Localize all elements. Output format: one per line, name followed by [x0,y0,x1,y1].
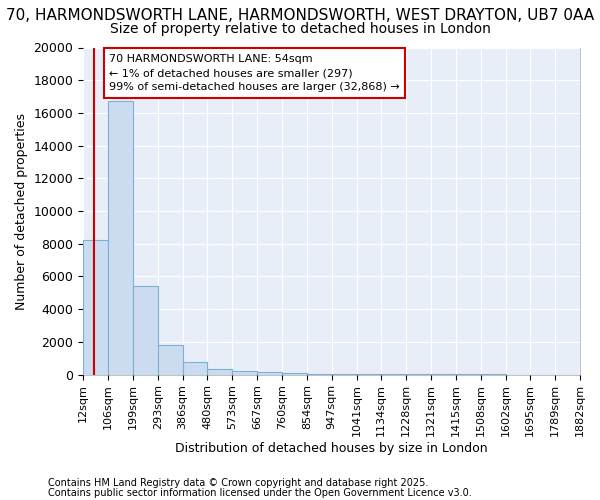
Bar [133,286,158,374]
X-axis label: Distribution of detached houses by size in London: Distribution of detached houses by size … [175,442,488,455]
Text: Contains HM Land Registry data © Crown copyright and database right 2025.: Contains HM Land Registry data © Crown c… [48,478,428,488]
Bar [158,345,182,374]
Text: Size of property relative to detached houses in London: Size of property relative to detached ho… [110,22,490,36]
Bar [282,373,307,374]
Bar [83,240,108,374]
Bar [182,362,208,374]
Text: 70 HARMONDSWORTH LANE: 54sqm
← 1% of detached houses are smaller (297)
99% of se: 70 HARMONDSWORTH LANE: 54sqm ← 1% of det… [109,54,400,92]
Bar [232,372,257,374]
Y-axis label: Number of detached properties: Number of detached properties [15,112,28,310]
Text: 70, HARMONDSWORTH LANE, HARMONDSWORTH, WEST DRAYTON, UB7 0AA: 70, HARMONDSWORTH LANE, HARMONDSWORTH, W… [6,8,594,22]
Bar [257,372,282,374]
Bar [208,369,232,374]
Text: Contains public sector information licensed under the Open Government Licence v3: Contains public sector information licen… [48,488,472,498]
Bar [108,102,133,374]
